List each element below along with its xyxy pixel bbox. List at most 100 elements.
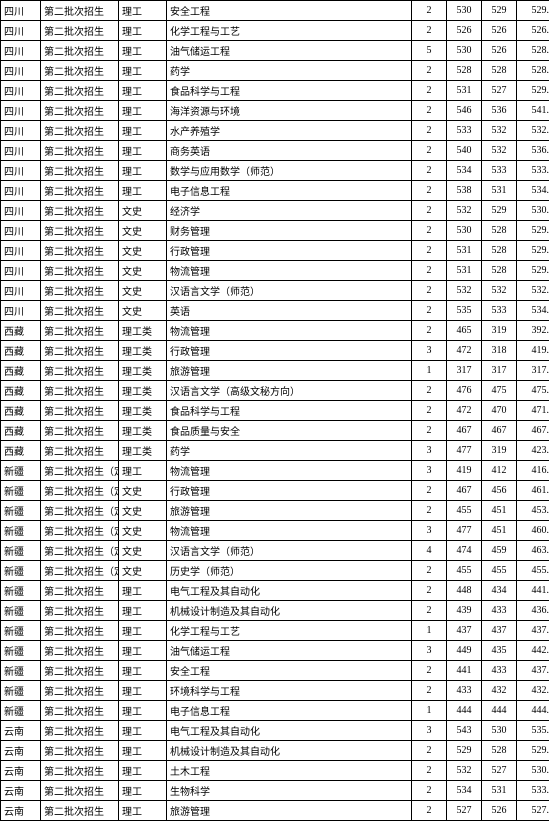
table-row: 四川第二批次招生理工化学工程与工艺2526526526.1 (1, 21, 549, 41)
cell: 第二批次招生 (41, 1, 119, 21)
cell: 四川 (1, 81, 41, 101)
cell: 419.3 (517, 341, 549, 361)
cell: 432 (482, 681, 517, 701)
cell: 第二批次招生 (41, 781, 119, 801)
table-row: 新疆第二批次招生理工化学工程与工艺1437437437.1 (1, 621, 549, 641)
cell: 2 (412, 421, 447, 441)
cell: 2 (412, 21, 447, 41)
cell: 532 (447, 281, 482, 301)
cell: 3 (412, 721, 447, 741)
cell: 第二批次招生 (41, 361, 119, 381)
cell: 文史 (119, 561, 167, 581)
cell: 新疆 (1, 661, 41, 681)
cell: 第二批次招生 (41, 801, 119, 821)
cell: 530 (482, 721, 517, 741)
cell: 英语 (167, 301, 412, 321)
table-row: 四川第二批次招生理工药学2528528528.1 (1, 61, 549, 81)
cell: 529.6 (517, 1, 549, 21)
cell: 海洋资源与环境 (167, 101, 412, 121)
cell: 2 (412, 81, 447, 101)
cell: 474 (447, 541, 482, 561)
cell: 安全工程 (167, 1, 412, 21)
cell: 528 (482, 261, 517, 281)
cell: 529.6 (517, 241, 549, 261)
cell: 467 (447, 481, 482, 501)
cell: 环境科学与工程 (167, 681, 412, 701)
table-row: 新疆第二批次招生理工环境科学与工程2433432432.6 (1, 681, 549, 701)
cell: 第二批次招生 (41, 201, 119, 221)
cell: 477 (447, 521, 482, 541)
cell: 530.6 (517, 201, 549, 221)
cell: 3 (412, 461, 447, 481)
cell: 新疆 (1, 621, 41, 641)
cell: 2 (412, 241, 447, 261)
table-row: 四川第二批次招生理工数学与应用数学（师范）2534533533.6 (1, 161, 549, 181)
cell: 528 (482, 221, 517, 241)
cell: 理工 (119, 721, 167, 741)
cell: 530 (447, 221, 482, 241)
cell: 2 (412, 1, 447, 21)
cell: 行政管理 (167, 341, 412, 361)
table-row: 云南第二批次招生理工生物科学2534531533.5 (1, 781, 549, 801)
cell: 第二批次招生 (41, 621, 119, 641)
cell: 535.6 (517, 721, 549, 741)
table-row: 四川第二批次招生理工电子信息工程2538531534.6 (1, 181, 549, 201)
cell: 理工类 (119, 341, 167, 361)
cell: 机械设计制造及其自动化 (167, 741, 412, 761)
cell: 第二批次招生 (41, 181, 119, 201)
cell: 理工类 (119, 361, 167, 381)
cell: 433 (482, 661, 517, 681)
table-row: 西藏第二批次招生理工类旅游管理1317317317.0 (1, 361, 549, 381)
cell: 第二批次招生 (41, 301, 119, 321)
cell: 416.3 (517, 461, 549, 481)
cell: 电子信息工程 (167, 181, 412, 201)
cell: 理工 (119, 41, 167, 61)
cell: 理工 (119, 121, 167, 141)
cell: 437 (447, 621, 482, 641)
cell: 云南 (1, 781, 41, 801)
table-row: 四川第二批次招生文史经济学2532529530.6 (1, 201, 549, 221)
table-row: 四川第二批次招生理工商务英语2540532536.1 (1, 141, 549, 161)
cell: 534.1 (517, 301, 549, 321)
table-row: 云南第二批次招生理工旅游管理2527526527.5 (1, 801, 549, 821)
cell: 526 (447, 21, 482, 41)
table-row: 西藏第二批次招生理工类汉语言文学（高级文秘方向）2476475475.5 (1, 381, 549, 401)
cell: 第二批次招生 (41, 321, 119, 341)
cell: 四川 (1, 261, 41, 281)
table-row: 新疆第二批次招生理工电子信息工程1444444444.1 (1, 701, 549, 721)
cell: 3 (412, 441, 447, 461)
cell: 第二批次招生 (41, 101, 119, 121)
cell: 2 (412, 661, 447, 681)
table-row: 云南第二批次招生理工土木工程2532527530.5 (1, 761, 549, 781)
cell: 2 (412, 381, 447, 401)
cell: 新疆 (1, 581, 41, 601)
cell: 2 (412, 561, 447, 581)
cell: 新疆 (1, 501, 41, 521)
cell: 529 (482, 1, 517, 21)
cell: 526 (482, 41, 517, 61)
cell: 第二批次招生 (41, 81, 119, 101)
admissions-table: 四川第二批次招生理工安全工程2530529529.6四川第二批次招生理工化学工程… (0, 0, 549, 821)
cell: 476 (447, 381, 482, 401)
cell: 理工 (119, 701, 167, 721)
cell: 419 (447, 461, 482, 481)
cell: 理工 (119, 581, 167, 601)
cell: 532.1 (517, 281, 549, 301)
cell: 第二批次招生 (41, 701, 119, 721)
cell: 安全工程 (167, 661, 412, 681)
cell: 第二批次招生 (41, 681, 119, 701)
cell: 新疆 (1, 461, 41, 481)
cell: 532.6 (517, 121, 549, 141)
cell: 533 (482, 301, 517, 321)
cell: 529.3 (517, 741, 549, 761)
cell: 第二批次招生 (41, 761, 119, 781)
cell: 2 (412, 221, 447, 241)
cell: 新疆 (1, 701, 41, 721)
cell: 云南 (1, 761, 41, 781)
table-row: 四川第二批次招生文史物流管理2531528529.6 (1, 261, 549, 281)
cell: 土木工程 (167, 761, 412, 781)
cell: 第二批次招生（定向） (41, 481, 119, 501)
cell: 467 (482, 421, 517, 441)
cell: 319 (482, 441, 517, 461)
cell: 444 (447, 701, 482, 721)
